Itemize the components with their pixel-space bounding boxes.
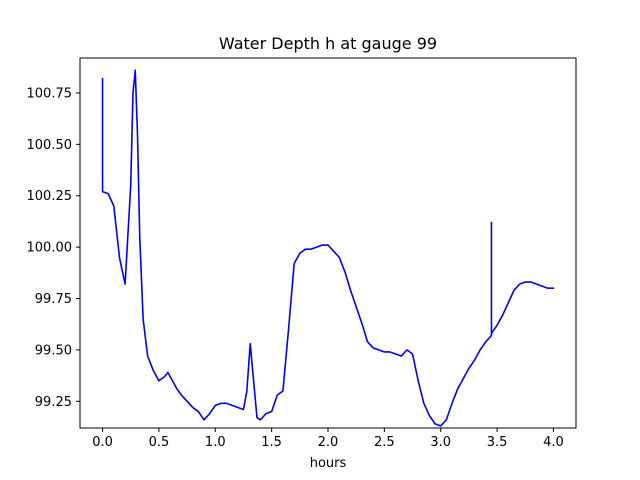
y-tick-label: 100.50: [27, 138, 73, 153]
y-axis-ticks: 99.25 99.50 99.75 100.00 100.25 100.50 100.75: [27, 86, 80, 410]
y-tick-label: 100.00: [27, 241, 73, 256]
chart-title: Water Depth h at gauge 99: [219, 34, 437, 53]
plot-area: [80, 58, 576, 428]
x-tick-label: 3.5: [487, 435, 508, 450]
y-tick-label: 99.75: [35, 292, 72, 307]
plot-frame: [79, 57, 577, 429]
x-tick-label: 0.5: [149, 435, 170, 450]
x-tick-label: 2.5: [374, 435, 395, 450]
x-tick-label: 1.0: [205, 435, 226, 450]
x-tick-label: 2.0: [318, 435, 339, 450]
y-tick-label: 100.75: [27, 86, 73, 101]
x-tick-label: 1.5: [261, 435, 282, 450]
series-layer: [101, 69, 555, 427]
x-axis-ticks: 0.0 0.5 1.0 1.5 2.0 2.5 3.0 3.5 4.0: [92, 428, 564, 450]
y-tick-label: 99.50: [35, 343, 72, 358]
x-tick-label: 3.0: [430, 435, 451, 450]
series-line-h: [101, 69, 555, 427]
x-tick-label: 0.0: [92, 435, 113, 450]
x-axis-title: hours: [310, 456, 347, 471]
x-tick-label: 4.0: [543, 435, 564, 450]
y-tick-label: 99.25: [35, 395, 72, 410]
y-tick-label: 100.25: [27, 189, 73, 204]
